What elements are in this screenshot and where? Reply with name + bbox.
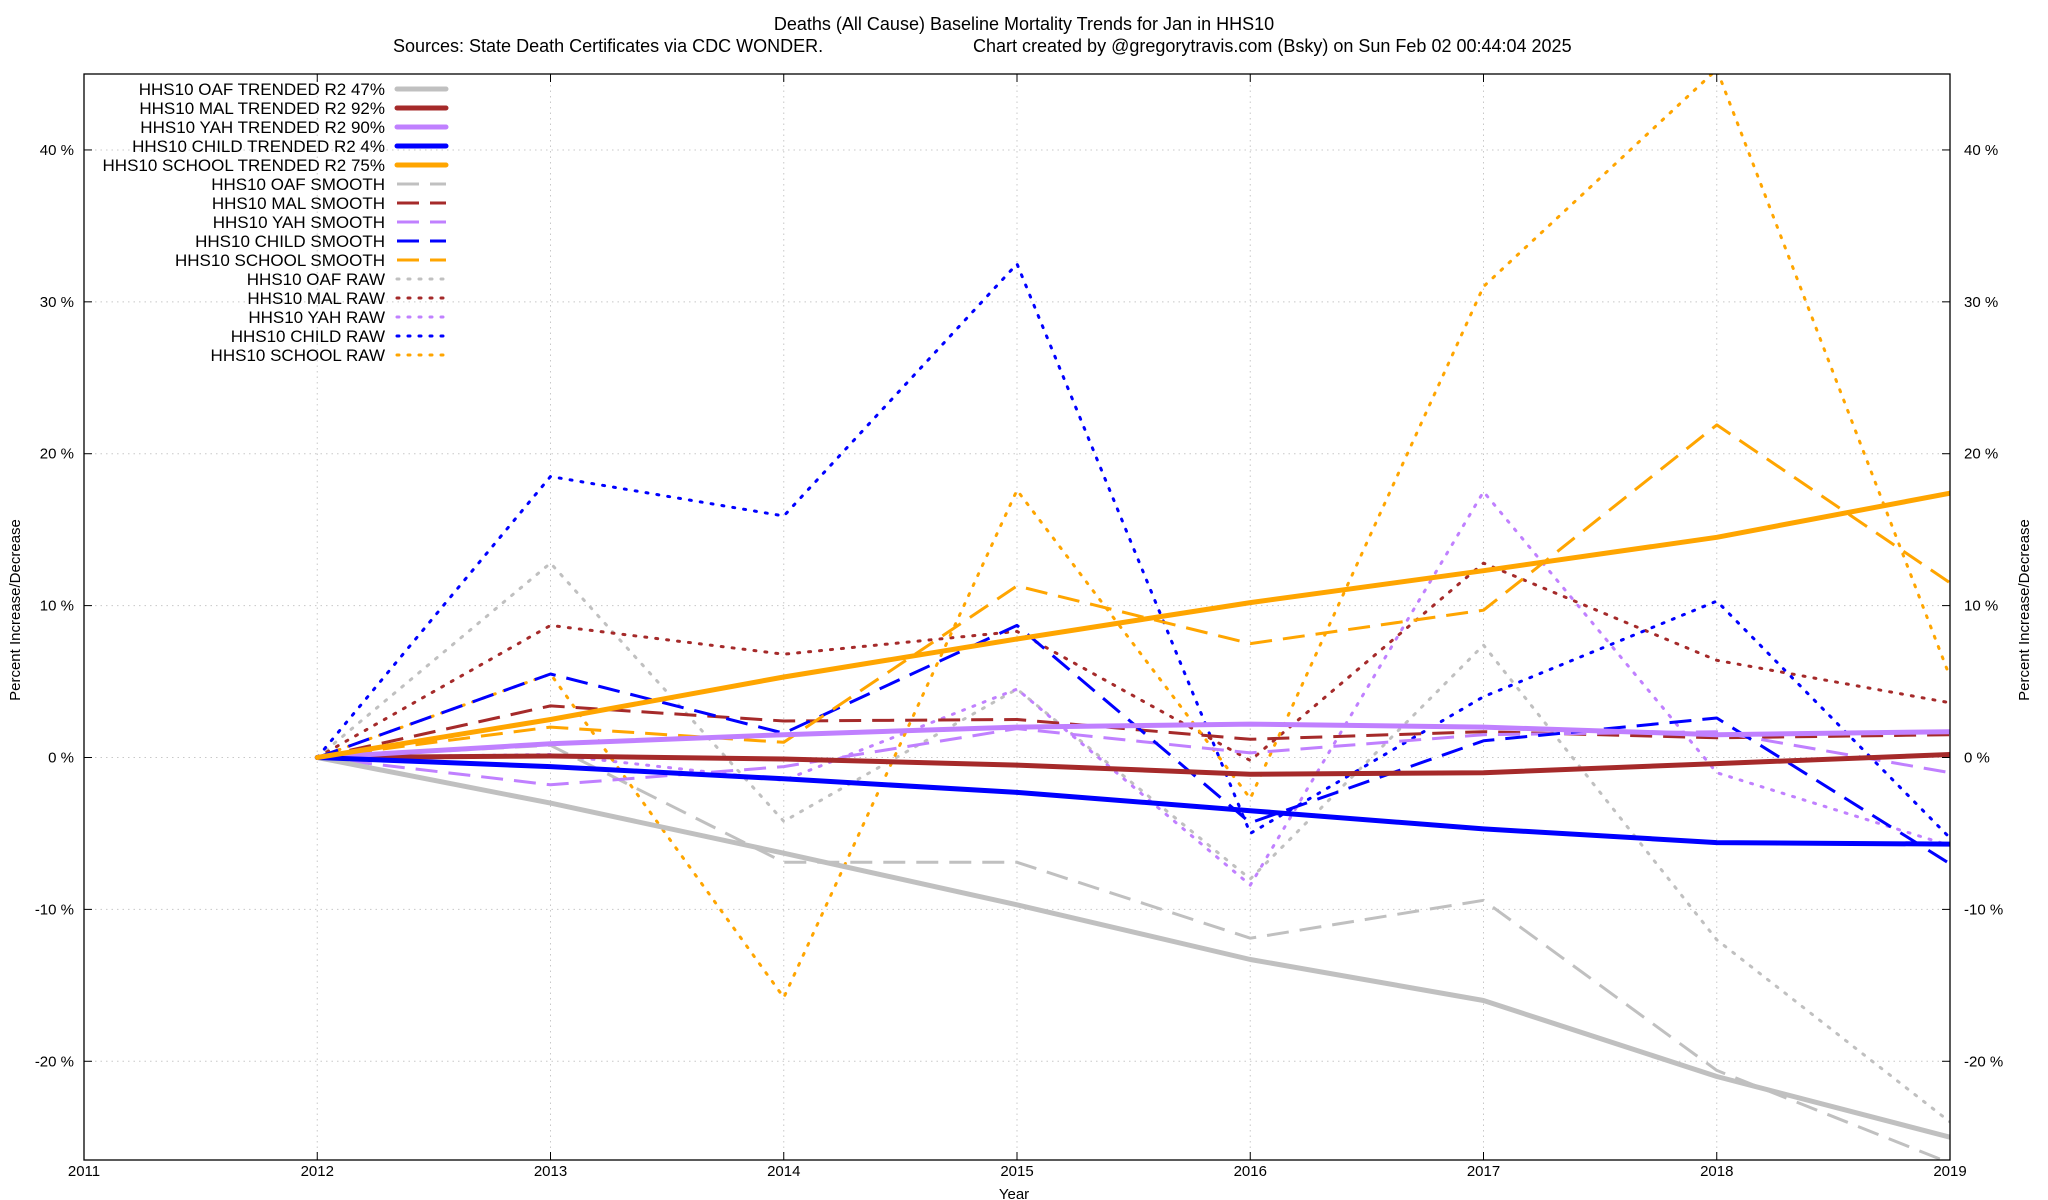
legend-label-hhs10-oaf-trended-r2-47: HHS10 OAF TRENDED R2 47%: [139, 80, 385, 99]
y-tick-label-right: 0 %: [1964, 749, 1990, 766]
legend-label-hhs10-school-raw: HHS10 SCHOOL RAW: [211, 346, 385, 365]
x-tick-label: 2018: [1700, 1163, 1733, 1180]
legend-label-hhs10-yah-smooth: HHS10 YAH SMOOTH: [213, 213, 385, 232]
y-tick-label: 0 %: [48, 749, 74, 766]
series-line-hhs10-child-trended-r2-4: [314, 755, 1950, 847]
x-axis-label: Year: [999, 1186, 1029, 1200]
y-axis-label: Percent Increase/Decrease: [7, 519, 24, 701]
chart-subtitle-source: Sources: State Death Certificates via CD…: [393, 36, 823, 56]
legend-label-hhs10-mal-raw: HHS10 MAL RAW: [247, 289, 385, 308]
y-axis-label-right: Percent Increase/Decrease: [2016, 519, 2033, 701]
legend-label-hhs10-yah-raw: HHS10 YAH RAW: [248, 308, 385, 327]
series-line-hhs10-mal-smooth: [316, 704, 1950, 759]
axis-ticks: 2011 2012 2013 2014 2015 2016 2017 2018 2019 -20 …: [35, 74, 2003, 1180]
x-tick-label: 2019: [1933, 1163, 1966, 1180]
x-tick-label: 2013: [534, 1163, 567, 1180]
x-tick-label: 2017: [1467, 1163, 1500, 1180]
y-tick-label-right: 40 %: [1964, 142, 1998, 159]
series-line-hhs10-yah-raw: [315, 490, 1950, 887]
legend-label-hhs10-school-smooth: HHS10 SCHOOL SMOOTH: [175, 251, 385, 270]
series-line-hhs10-school-raw: [315, 74, 1950, 999]
y-tick-label-right: 10 %: [1964, 598, 1998, 615]
legend: HHS10 OAF TRENDED R2 47%HHS10 MAL TRENDE…: [103, 80, 449, 365]
y-tick-label: -20 %: [35, 1053, 74, 1070]
y-tick-label-right: 20 %: [1964, 446, 1998, 463]
series-line-hhs10-oaf-raw: [315, 561, 1950, 1124]
x-tick-label: 2012: [301, 1163, 334, 1180]
legend-label-hhs10-child-smooth: HHS10 CHILD SMOOTH: [195, 232, 385, 251]
chart-subtitle-credit: Chart created by @gregorytravis.com (Bsk…: [973, 36, 1572, 56]
legend-label-hhs10-yah-trended-r2-90: HHS10 YAH TRENDED R2 90%: [140, 118, 385, 137]
series-line-hhs10-school-smooth: [317, 423, 1950, 759]
y-tick-label-right: -10 %: [1964, 901, 2003, 918]
series-line-hhs10-mal-trended-r2-92: [314, 752, 1950, 777]
series-line-hhs10-yah-trended-r2-90: [314, 721, 1950, 760]
series-group: [314, 74, 1950, 1160]
y-tick-label-right: 30 %: [1964, 294, 1998, 311]
y-tick-label: 10 %: [40, 598, 74, 615]
legend-label-hhs10-child-raw: HHS10 CHILD RAW: [231, 327, 385, 346]
y-tick-label: 30 %: [40, 294, 74, 311]
x-tick-label: 2016: [1234, 1163, 1267, 1180]
x-tick-label: 2015: [1000, 1163, 1033, 1180]
series-line-hhs10-school-trended-r2-75: [314, 490, 1950, 760]
y-tick-label: -10 %: [35, 901, 74, 918]
series-line-hhs10-mal-raw: [315, 561, 1950, 762]
x-tick-label: 2011: [68, 1163, 100, 1180]
y-tick-label-right: -20 %: [1964, 1053, 2003, 1070]
legend-label-hhs10-oaf-smooth: HHS10 OAF SMOOTH: [211, 175, 385, 194]
x-tick-label: 2014: [767, 1163, 800, 1180]
y-tick-label: 20 %: [40, 446, 74, 463]
series-line-hhs10-child-raw: [315, 262, 1950, 840]
legend-label-hhs10-child-trended-r2-4: HHS10 CHILD TRENDED R2 4%: [132, 137, 385, 156]
legend-label-hhs10-mal-smooth: HHS10 MAL SMOOTH: [212, 194, 385, 213]
series-line-hhs10-oaf-smooth: [317, 743, 1947, 1160]
legend-label-hhs10-oaf-raw: HHS10 OAF RAW: [247, 270, 385, 289]
legend-label-hhs10-mal-trended-r2-92: HHS10 MAL TRENDED R2 92%: [139, 99, 385, 118]
y-tick-label: 40 %: [40, 142, 74, 159]
series-line-hhs10-oaf-trended-r2-47: [314, 755, 1950, 1140]
chart-title: Deaths (All Cause) Baseline Mortality Tr…: [774, 14, 1274, 34]
legend-label-hhs10-school-trended-r2-75: HHS10 SCHOOL TRENDED R2 75%: [103, 156, 385, 175]
